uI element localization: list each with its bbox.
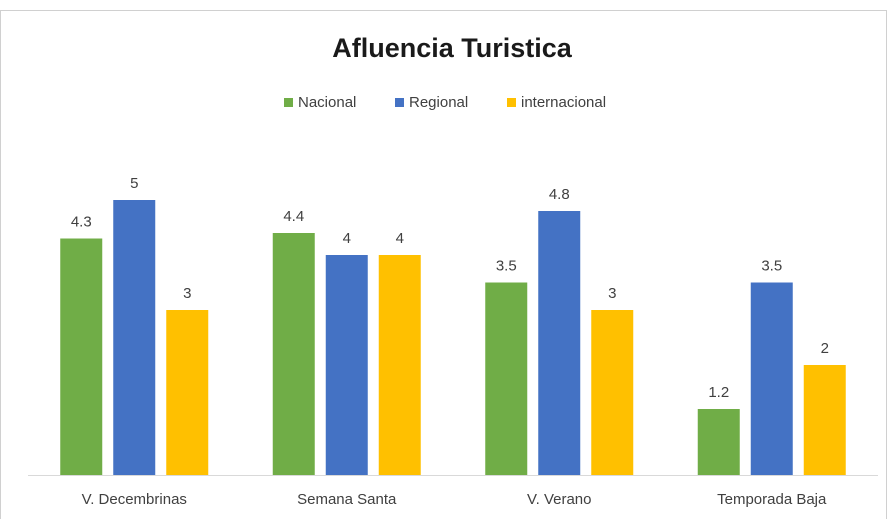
bar bbox=[325, 255, 368, 475]
x-tick-label: V. Decembrinas bbox=[82, 491, 187, 508]
data-label: 4.3 bbox=[71, 213, 92, 230]
data-label: 3 bbox=[183, 285, 191, 302]
data-label: 3 bbox=[608, 285, 616, 302]
bar bbox=[272, 233, 315, 475]
bar bbox=[378, 255, 421, 475]
data-label: 2 bbox=[821, 340, 829, 357]
data-label: 4 bbox=[343, 230, 351, 247]
bar bbox=[803, 365, 846, 475]
legend-swatch bbox=[284, 98, 293, 107]
data-label: 5 bbox=[130, 175, 138, 192]
x-tick-label: V. Verano bbox=[527, 491, 592, 508]
data-label: 3.5 bbox=[761, 257, 782, 274]
bar bbox=[166, 310, 209, 475]
x-tick-label: Temporada Baja bbox=[717, 491, 827, 508]
data-label: 4 bbox=[396, 230, 404, 247]
bar bbox=[485, 282, 528, 475]
data-label: 4.8 bbox=[549, 186, 570, 203]
legend-swatch bbox=[395, 98, 404, 107]
data-label: 4.4 bbox=[283, 208, 304, 225]
bar bbox=[697, 409, 740, 475]
bar bbox=[750, 282, 793, 475]
data-label: 3.5 bbox=[496, 257, 517, 274]
legend-swatch bbox=[507, 98, 516, 107]
bar bbox=[591, 310, 634, 475]
bar bbox=[60, 238, 103, 475]
bar bbox=[113, 200, 156, 475]
legend-label: Nacional bbox=[298, 94, 356, 111]
data-label: 1.2 bbox=[708, 384, 729, 401]
x-tick-label: Semana Santa bbox=[297, 491, 397, 508]
chart-title: Afluencia Turistica bbox=[332, 33, 573, 63]
legend-label: Regional bbox=[409, 94, 468, 111]
bar bbox=[538, 211, 581, 475]
legend-label: internacional bbox=[521, 94, 606, 111]
